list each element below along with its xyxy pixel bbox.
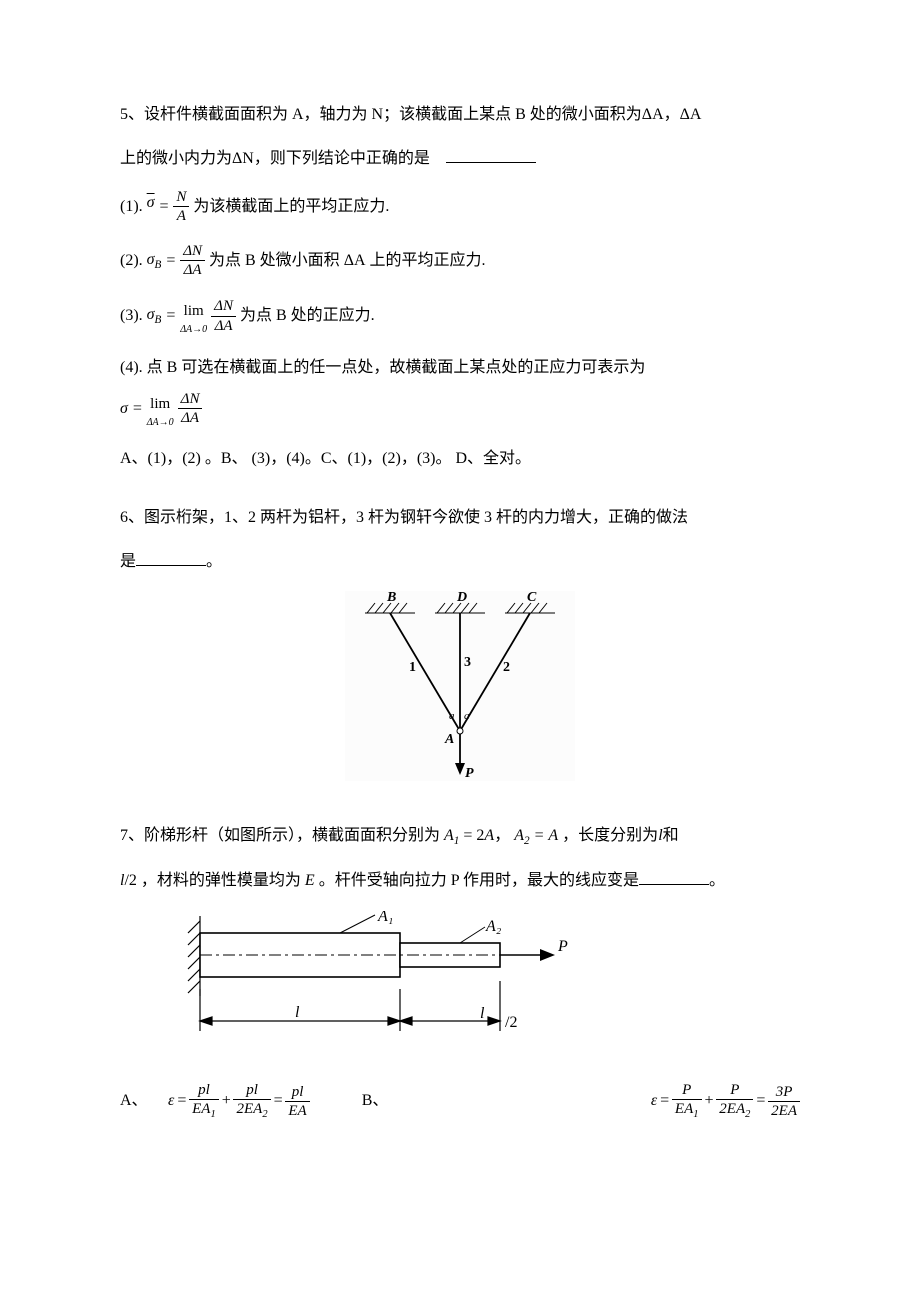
s3-num: ΔN <box>211 298 236 317</box>
label-B: B <box>386 591 396 605</box>
q5-stem-line1: 5、设杆件横截面面积为 A，轴力为 N；该横截面上某点 B 处的微小面积为ΔA，… <box>120 100 800 130</box>
s4-frac: ΔN ΔA <box>178 391 203 427</box>
q6-stem-line2: 是。 <box>120 547 800 577</box>
q6-stem-prefix: 是 <box>120 553 136 570</box>
q5-statement-3: (3). σB = lim ΔA→0 ΔN ΔA 为点 B 处的正应力. <box>120 297 800 336</box>
q6-stem-suffix: 。 <box>206 553 222 570</box>
s2-mid: 为点 B 处微小面积 <box>209 246 340 276</box>
question-7: 7、阶梯形杆（如图所示），横截面面积分别为 A1 = 2A， A2 = A ，长… <box>120 821 800 1121</box>
label-l: l <box>295 1004 300 1021</box>
label-P: P <box>557 938 568 955</box>
s2-num: ΔN <box>180 243 205 262</box>
s1-eq: = <box>159 192 170 222</box>
q7-options-row: A、 ε = pl EA1 + pl 2EA2 = pl EA B、 ε = <box>120 1082 800 1121</box>
s2-da: ΔA <box>344 246 366 276</box>
label-1: 1 <box>409 660 416 675</box>
q5-statement-4-text: (4). 点 B 可选在横截面上的任一点处，故横截面上某点处的正应力可表示为 <box>120 353 800 383</box>
q5-options: A、(1)，(2) 。B、 (3)，(4)。C、(1)，(2)，(3)。 D、全… <box>120 444 800 474</box>
s2-sigma: σB <box>147 245 162 276</box>
s1-den: A <box>173 207 189 225</box>
q5-stem-line2-text: 上的微小内力为ΔN，则下列结论中正确的是 <box>120 150 430 167</box>
s4-sigma: σ <box>120 394 128 424</box>
s2-tail: 上的平均正应力. <box>370 246 486 276</box>
s1-num: N <box>173 189 189 208</box>
q5-blank[interactable] <box>446 146 536 163</box>
s3-tail: 为点 B 处的正应力. <box>240 301 375 331</box>
s1-tail: 为该横截面上的平均正应力. <box>193 192 389 222</box>
s3-sigma: σB <box>147 300 162 331</box>
label-C: C <box>527 591 537 605</box>
s1-frac: N A <box>173 189 189 225</box>
q6-figure: B D C 1 2 3 a a A P <box>120 591 800 792</box>
s3-prefix: (3). <box>120 301 143 331</box>
q5-stem-line2: 上的微小内力为ΔN，则下列结论中正确的是 <box>120 144 800 174</box>
s1-prefix: (1). <box>120 192 143 222</box>
label-a2: a <box>464 710 470 722</box>
q7-figure: A₁ A₂ P l l /2 <box>120 911 800 1062</box>
s3-lim: lim ΔA→0 <box>180 297 207 336</box>
label-a1: a <box>449 710 455 722</box>
s3-frac: ΔN ΔA <box>211 298 236 334</box>
label-P: P <box>465 766 474 781</box>
s3-eq: = <box>165 301 176 331</box>
label-3: 3 <box>464 655 471 670</box>
q5-statement-2: (2). σB = ΔN ΔA 为点 B 处微小面积 ΔA 上的平均正应力. <box>120 243 800 279</box>
s2-prefix: (2). <box>120 246 143 276</box>
s4-eq: = <box>132 394 143 424</box>
q7-optA-eq: ε = pl EA1 + pl 2EA2 = pl EA <box>168 1082 310 1121</box>
s2-den: ΔA <box>180 261 205 279</box>
s4-den: ΔA <box>178 409 203 427</box>
q7-stem-line1: 7、阶梯形杆（如图所示），横截面面积分别为 A1 = 2A， A2 = A ，长… <box>120 821 800 852</box>
label-A: A <box>444 732 454 747</box>
q7-optA-label: A、 <box>120 1086 156 1116</box>
q5-statement-4-eq: σ = lim ΔA→0 ΔN ΔA <box>120 390 800 429</box>
label-D: D <box>456 591 467 605</box>
s2-eq: = <box>165 246 176 276</box>
question-5: 5、设杆件横截面面积为 A，轴力为 N；该横截面上某点 B 处的微小面积为ΔA，… <box>120 100 800 475</box>
q7-stem-line2: l/2 ，材料的弹性模量均为 E 。杆件受轴向拉力 P 作用时，最大的线应变是。 <box>120 866 800 896</box>
label-l2: l <box>480 1005 485 1022</box>
s2-frac: ΔN ΔA <box>180 243 205 279</box>
q5-statement-1: (1). σ = N A 为该横截面上的平均正应力. <box>120 189 800 225</box>
label-A2: A₂ <box>485 918 502 935</box>
q6-stem-line1: 6、图示桁架，1、2 两杆为铝杆，3 杆为钢轩今欲使 3 杆的内力增大，正确的做… <box>120 503 800 533</box>
q7-optB-label: B、 <box>362 1086 398 1116</box>
q6-blank[interactable] <box>136 549 206 566</box>
q7-optB-eq: ε = P EA1 + P 2EA2 = 3P 2EA <box>651 1082 800 1121</box>
label-2: 2 <box>503 660 510 675</box>
q7-blank[interactable] <box>639 868 709 885</box>
question-6: 6、图示桁架，1、2 两杆为铝杆，3 杆为钢轩今欲使 3 杆的内力增大，正确的做… <box>120 503 800 793</box>
stepped-bar-diagram: A₁ A₂ P l l /2 <box>160 911 580 1051</box>
label-A1: A₁ <box>377 911 393 925</box>
s4-lim: lim ΔA→0 <box>147 390 174 429</box>
s4-num: ΔN <box>178 391 203 410</box>
truss-diagram: B D C 1 2 3 a a A P <box>345 591 575 781</box>
s3-den: ΔA <box>211 317 236 335</box>
s1-sigma-bar: σ <box>147 188 155 218</box>
label-l2n: /2 <box>505 1014 517 1031</box>
